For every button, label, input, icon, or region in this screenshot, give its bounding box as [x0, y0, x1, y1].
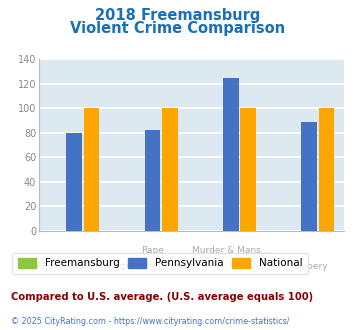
Bar: [223, 78, 239, 231]
Bar: [66, 133, 82, 231]
Text: Aggravated Assault: Aggravated Assault: [108, 262, 197, 271]
Legend: Freemansburg, Pennsylvania, National: Freemansburg, Pennsylvania, National: [12, 253, 308, 274]
Text: Robbery: Robbery: [290, 262, 328, 271]
Bar: [145, 130, 160, 231]
Bar: [84, 109, 99, 231]
Text: Rape: Rape: [141, 246, 164, 255]
Text: Murder & Mans...: Murder & Mans...: [192, 246, 269, 255]
Text: Compared to U.S. average. (U.S. average equals 100): Compared to U.S. average. (U.S. average …: [11, 292, 313, 302]
Text: 2018 Freemansburg: 2018 Freemansburg: [95, 8, 260, 23]
Bar: [318, 109, 334, 231]
Bar: [301, 122, 317, 231]
Text: Violent Crime Comparison: Violent Crime Comparison: [70, 21, 285, 36]
Bar: [162, 109, 178, 231]
Text: All Violent Crime: All Violent Crime: [37, 262, 112, 271]
Text: © 2025 CityRating.com - https://www.cityrating.com/crime-statistics/: © 2025 CityRating.com - https://www.city…: [11, 317, 289, 326]
Bar: [240, 109, 256, 231]
